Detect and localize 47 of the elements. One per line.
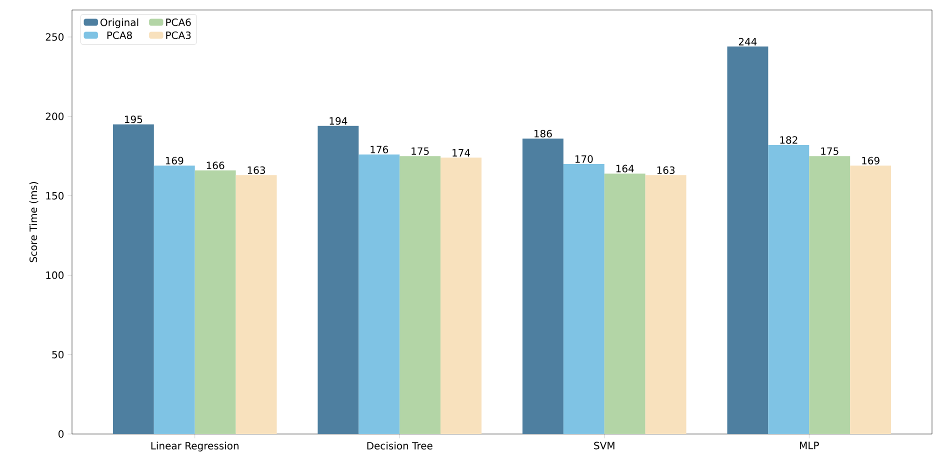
legend-label: PCA8 [107,31,132,40]
y-tick-label: 0 [58,430,64,438]
x-tick-label: MLP [800,442,819,450]
data-label: 174 [452,149,470,156]
data-label: 182 [780,136,798,144]
data-label: 176 [370,146,388,154]
bar [563,164,604,434]
bar [154,166,195,434]
data-label: 194 [330,117,348,125]
bar [809,156,850,434]
bar [768,144,810,434]
y-tick-label: 50 [52,350,64,358]
bar [645,175,686,434]
bar [440,158,482,434]
y-tick-label: 250 [46,33,64,41]
bar [194,170,236,434]
data-label: 175 [821,147,838,155]
x-tick-label: Decision Tree [367,442,432,450]
data-label: 186 [534,130,552,138]
bar [358,154,400,434]
legend-label: PCA3 [166,31,191,40]
x-tick-label: SVM [594,442,614,450]
data-label: 169 [862,156,880,164]
data-label: 244 [738,38,757,46]
bar [727,46,768,434]
data-label: 163 [657,166,675,174]
legend-label: Original [100,18,138,28]
y-tick-label: 100 [46,271,64,279]
bar [604,174,646,434]
bar [850,166,892,434]
data-label: 175 [412,147,429,155]
y-tick-label: 150 [46,192,64,200]
y-tick-label: 200 [46,112,64,120]
bar [318,126,359,434]
data-label: 170 [575,155,593,163]
legend-label: PCA6 [166,18,191,26]
data-label: 166 [206,162,224,170]
data-label: 163 [248,166,266,174]
data-label: 164 [616,164,634,172]
y-axis-title: Score Time (ms) [29,182,38,262]
x-tick-label: Linear Regression [151,442,238,452]
bar [400,156,441,434]
bar [522,138,564,434]
data-label: 195 [124,116,142,124]
bar [236,175,277,434]
data-label: 169 [166,156,184,164]
bar [112,124,154,434]
